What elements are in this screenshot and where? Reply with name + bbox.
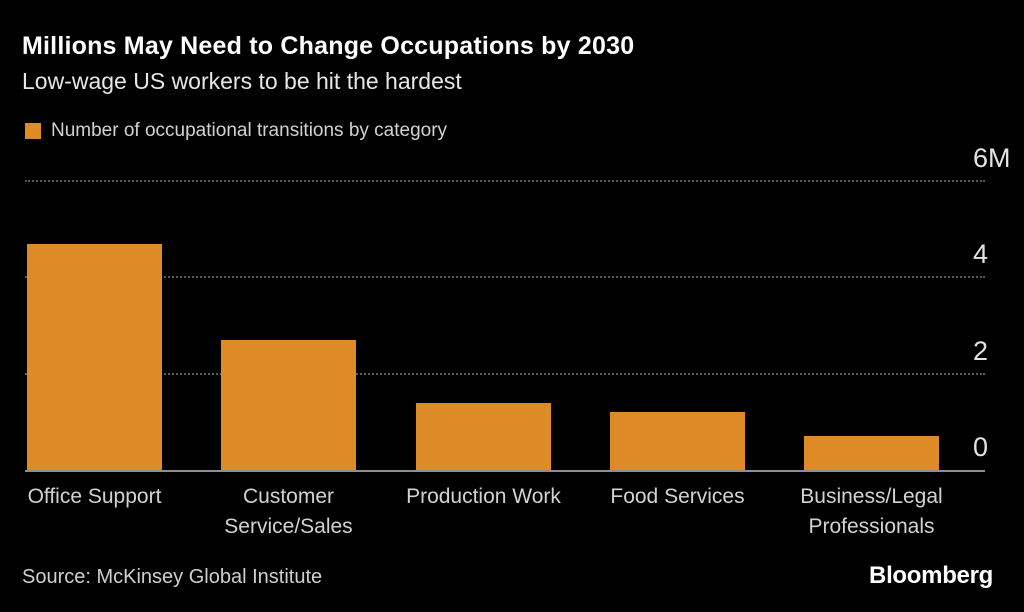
- chart-subtitle: Low-wage US workers to be hit the hardes…: [22, 68, 462, 94]
- gridline-2: [25, 372, 985, 375]
- bloomberg-logo: Bloomberg: [869, 562, 993, 589]
- x-axis-baseline: [25, 470, 985, 472]
- x-axis-label-production-work: Production Work: [406, 485, 561, 508]
- legend: Number of occupational transitions by ca…: [25, 120, 447, 142]
- y-axis-tick-label-6m: 6M: [973, 143, 1011, 173]
- gridline-4: [25, 276, 985, 279]
- bar-production-work: [416, 403, 551, 470]
- bar-customer-service-sales: [221, 340, 356, 470]
- x-axis-label-office-support: Office Support: [27, 485, 162, 508]
- gridline-6m: [25, 180, 985, 182]
- bar-business-legal-professionals: [804, 436, 939, 470]
- bar-food-services: [610, 412, 745, 470]
- x-axis-label-business-legal-professionals: Business/Legal Professionals: [800, 485, 943, 538]
- source-note: Source: McKinsey Global Institute: [22, 566, 323, 588]
- bar-office-support: [27, 244, 162, 470]
- y-axis-tick-label-4: 4: [973, 239, 989, 270]
- x-axis-label-customer-service-sales: Customer Service/Sales: [224, 485, 353, 538]
- y-axis-tick-label-2: 2: [973, 335, 989, 366]
- x-axis-label-food-services: Food Services: [610, 485, 745, 508]
- y-axis-tick-label-0: 0: [973, 432, 989, 462]
- legend-label: Number of occupational transitions by ca…: [51, 120, 448, 141]
- legend-swatch-icon: [25, 123, 41, 139]
- chart-title: Millions May Need to Change Occupations …: [22, 32, 635, 60]
